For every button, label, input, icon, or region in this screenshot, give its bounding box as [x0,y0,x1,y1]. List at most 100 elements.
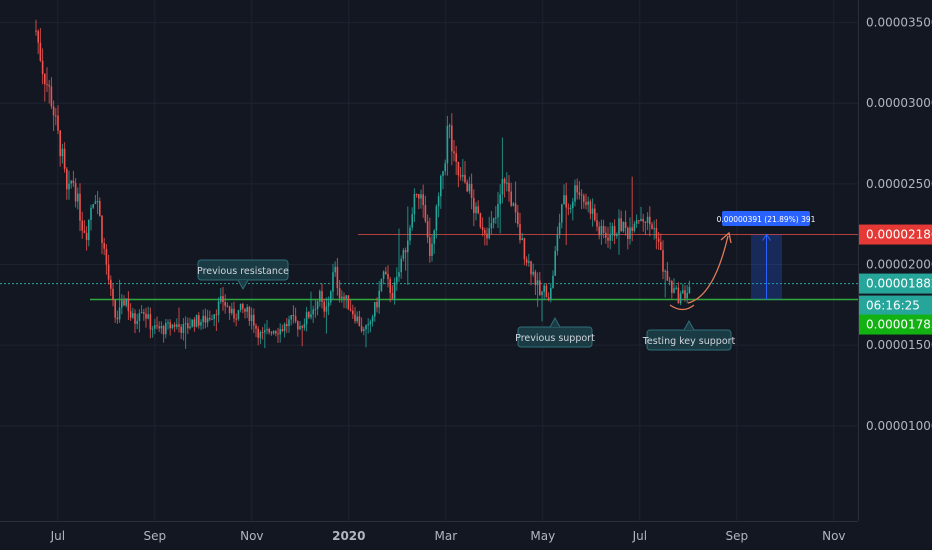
candle-body [666,270,669,281]
candle-body [530,261,532,275]
candle-body [521,238,523,241]
candle-body [398,272,400,277]
candle-body [402,250,405,259]
candlestick-series [35,19,691,349]
candle-body [222,296,224,303]
candle-body [187,323,189,329]
candle-body [112,288,114,301]
candle-body [543,285,545,292]
candle-body [475,206,477,214]
candle-body [239,303,242,311]
candle-body [314,308,317,310]
candle-body [440,175,442,197]
candle-body [479,213,482,228]
candle-body [349,309,352,311]
candle-body [673,288,675,293]
candle-body [420,194,422,199]
candle-body [154,325,156,329]
candle-body [407,240,409,253]
candle-body [228,306,231,314]
candle-body [48,84,50,87]
candle-body [107,264,110,280]
candle-body [217,301,220,315]
candle-body [545,285,548,298]
candle-body [134,313,136,324]
candle-body [165,323,167,335]
candle-body [81,220,83,231]
candle-body [125,298,127,306]
candle-body [437,196,440,207]
support-curve [669,304,695,311]
candle-body [591,208,594,214]
candle-body [455,153,457,162]
x-tick-label: Nov [240,529,263,543]
candle-body [250,314,253,322]
candle-body [345,295,347,299]
candle-body [52,106,55,116]
candle-body [101,215,103,243]
candle-body [679,293,682,304]
candle-body [178,324,180,327]
candle-body [288,319,290,327]
candle-body [193,319,196,327]
price-labels: 0.00002186 0.00001882 06:16:25 0.00001783 [859,224,932,335]
candle-body [220,296,222,302]
candle-body [215,314,218,316]
candle-body [481,227,484,230]
candle-body [541,291,543,296]
candle-body [338,288,341,299]
measure-tool[interactable]: 0.00000391 (21.89%) 391 [669,211,816,311]
candle-body [404,250,407,253]
candle-body [607,237,609,241]
candle-body [433,230,435,244]
candle-body [77,193,79,202]
time-axis[interactable]: Jul Sep Nov 2020 Mar May Jul Sep Nov [50,529,846,543]
previous-support-pointer [549,316,561,328]
candle-body [411,214,413,228]
candle-body [180,326,182,333]
countdown-label-text: 06:16:25 [866,299,920,313]
candle-body [446,125,449,164]
candle-body [173,324,176,327]
candle-body [510,191,512,206]
candle-body [646,216,649,223]
candle-body [534,271,537,286]
candle-body [242,303,244,309]
candle-body [464,174,466,183]
support-price-label-text: 0.00001783 [866,318,932,332]
candle-body [303,324,306,328]
candle-body [528,261,530,263]
candle-body [200,322,202,326]
candle-body [583,195,585,203]
candle-body [649,216,651,225]
candle-body [387,273,389,280]
candle-body [312,309,314,315]
candle-body [374,301,376,317]
testing-key-support-pointer [683,319,695,331]
candle-body [158,326,160,329]
candle-body [431,243,433,256]
candle-body [635,220,638,224]
candle-body [558,222,561,235]
x-tick-label: Jul [632,529,647,543]
candle-body [391,292,394,299]
candle-body [620,218,622,232]
candle-body [94,201,97,205]
price-axis[interactable]: 0.00003500 0.00003000 0.00002500 0.00002000… [866,16,932,433]
candle-body [321,291,323,302]
candle-body [627,228,629,239]
candle-body [495,217,497,219]
candle-body [270,332,273,334]
measure-label-box [722,211,810,226]
candle-body [182,324,185,333]
candle-body [365,325,367,330]
candle-body [653,228,655,230]
candle-body [195,315,198,327]
candle-body [385,271,387,274]
candle-body [585,202,587,205]
candle-body [96,200,99,202]
candle-body [127,298,130,312]
candle-body [140,312,143,314]
